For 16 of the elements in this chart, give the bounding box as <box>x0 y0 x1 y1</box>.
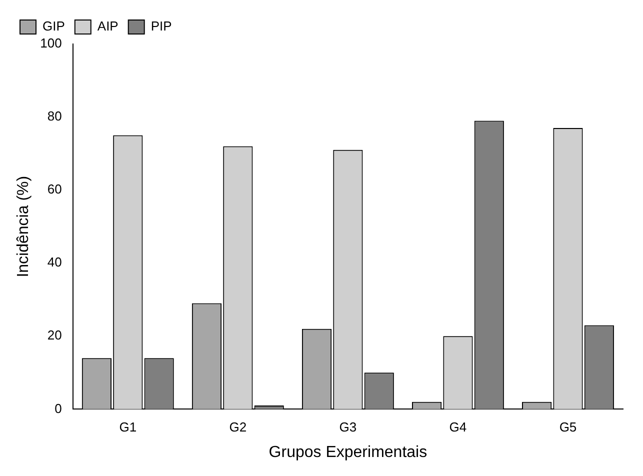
y-tick-label: 40 <box>47 254 62 270</box>
x-tick-label: G1 <box>119 420 137 435</box>
legend-label: GIP <box>42 18 65 34</box>
y-tick-label: 60 <box>47 182 62 197</box>
x-tick-label: G3 <box>339 420 357 435</box>
x-tick-label: G4 <box>449 420 467 435</box>
x-tick-label: G5 <box>559 420 577 435</box>
x-axis-title: Grupos Experimentais <box>268 444 428 461</box>
y-axis-title: Incidência (%) <box>15 176 32 278</box>
x-tick-label: G2 <box>229 420 247 435</box>
legend-label: PIP <box>150 18 172 34</box>
y-tick-label: 0 <box>54 400 62 416</box>
y-tick-label: 20 <box>47 328 62 343</box>
y-tick-label: 80 <box>47 108 62 124</box>
y-tick-label: 100 <box>40 36 62 51</box>
legend-label: AIP <box>97 18 118 34</box>
